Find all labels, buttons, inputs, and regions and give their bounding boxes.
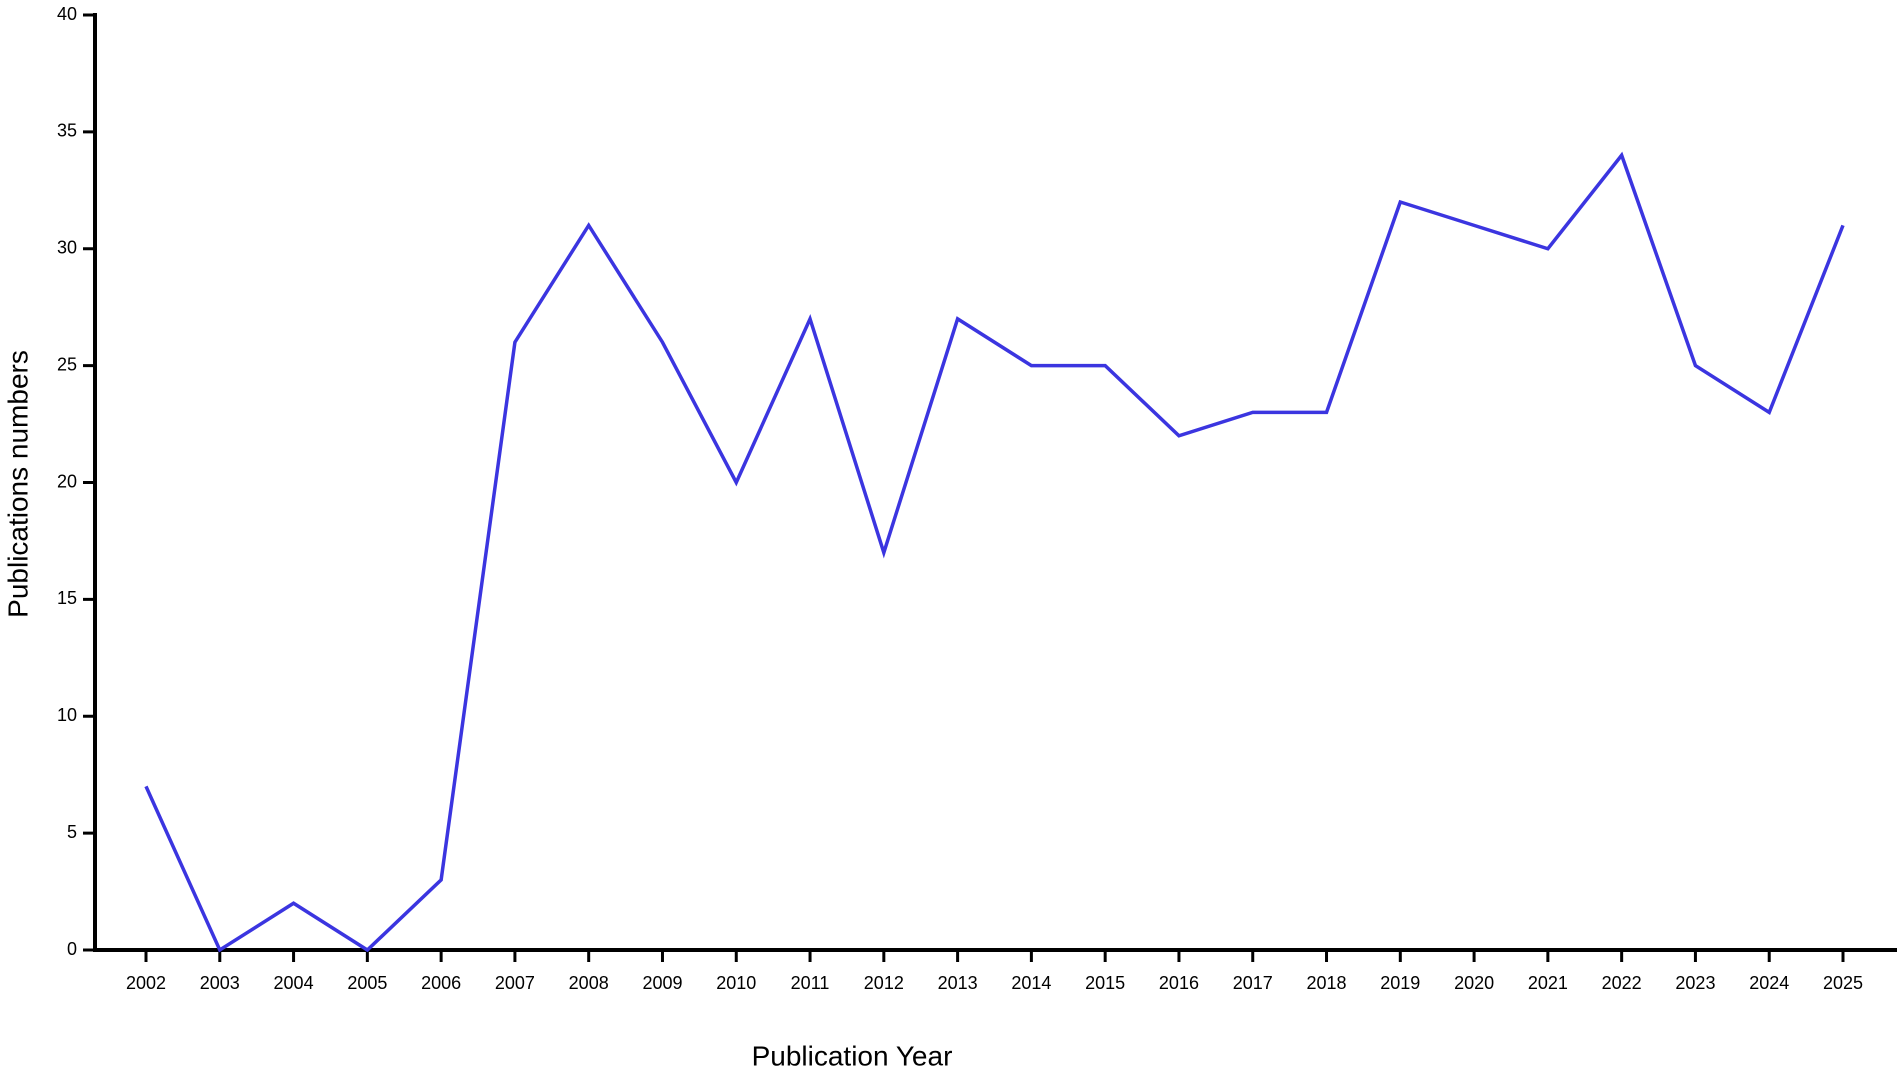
x-tick-label: 2012 (864, 973, 904, 993)
x-tick-label: 2005 (347, 973, 387, 993)
x-tick-label: 2006 (421, 973, 461, 993)
y-tick-label: 0 (67, 939, 77, 959)
x-tick-label: 2020 (1454, 973, 1494, 993)
y-tick-label: 10 (57, 705, 77, 725)
x-tick-label: 2022 (1602, 973, 1642, 993)
x-tick-label: 2016 (1159, 973, 1199, 993)
y-tick-label: 20 (57, 471, 77, 491)
x-tick-label: 2013 (938, 973, 978, 993)
x-tick-label: 2008 (569, 973, 609, 993)
x-tick-label: 2011 (791, 973, 830, 993)
x-tick-label: 2017 (1233, 973, 1273, 993)
x-tick-label: 2018 (1306, 973, 1346, 993)
x-tick-label: 2003 (200, 973, 240, 993)
data-line (144, 151, 1845, 953)
x-tick-label: 2009 (642, 973, 682, 993)
x-tick-label: 2023 (1675, 973, 1715, 993)
x-tick-label: 2014 (1011, 973, 1051, 993)
y-tick-label: 5 (67, 822, 77, 842)
x-tick-label: 2010 (716, 973, 756, 993)
y-tick-label: 40 (57, 4, 77, 24)
x-tick-label: 2004 (274, 973, 314, 993)
x-tick-label: 2002 (126, 973, 166, 993)
y-tick-label: 35 (57, 121, 77, 141)
x-tick-label: 2015 (1085, 973, 1125, 993)
x-tick-label: 2024 (1749, 973, 1789, 993)
y-tick-label: 25 (57, 354, 77, 374)
y-axis-title: Publications numbers (2, 350, 33, 618)
x-tick-label: 2021 (1528, 973, 1568, 993)
x-tick-label: 2007 (495, 973, 535, 993)
y-tick-label: 30 (57, 238, 77, 258)
y-tick-label: 15 (57, 588, 77, 608)
x-axis-title: Publication Year (752, 1040, 953, 1071)
x-tick-label: 2025 (1823, 973, 1863, 993)
x-tick-label: 2019 (1380, 973, 1420, 993)
